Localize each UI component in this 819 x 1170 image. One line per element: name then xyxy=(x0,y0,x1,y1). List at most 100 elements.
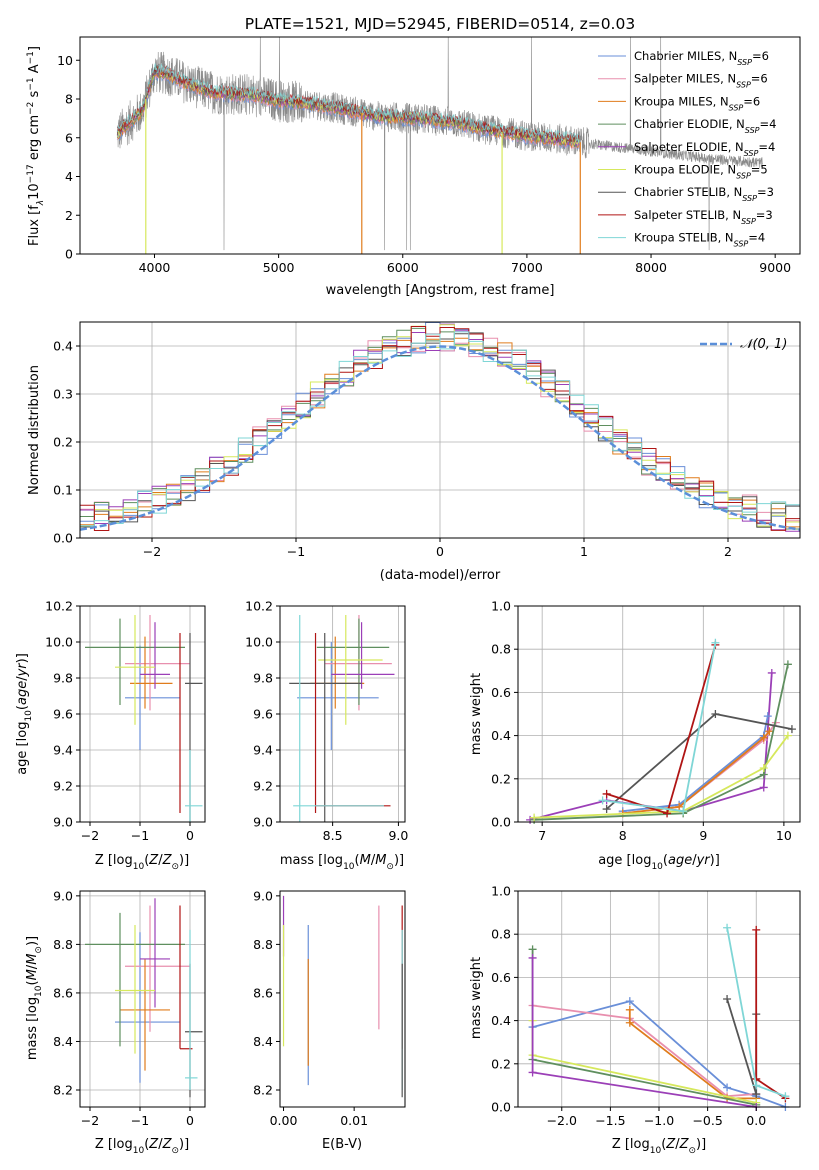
spectrum-ylabel-part: −1 xyxy=(26,51,36,64)
weight-vs-metallicity-plot-area xyxy=(528,923,790,1111)
legend-label-suffix: =6 xyxy=(743,94,760,108)
x-tick-label: −1.5 xyxy=(595,1113,625,1128)
series-line-chabrier_elodie xyxy=(534,664,789,821)
y-tick-label: 9.8 xyxy=(253,671,273,686)
series-line-salpeter_stelib xyxy=(755,929,786,1100)
spectrum-ylabel-part: A xyxy=(27,64,42,77)
y-tick-label: 8.2 xyxy=(53,1083,73,1098)
x-tick-label: 10 xyxy=(776,828,792,843)
series-marker-salpeter_stelib xyxy=(752,925,761,934)
y-tick-label: 9.4 xyxy=(253,743,273,758)
y-tick-label: 0.0 xyxy=(491,815,511,830)
x-tick-label: 8000 xyxy=(635,260,667,275)
age-vs-mass-panel: 8.5 9.0 9.0 9.2 9.4 9.6 9.8 10.0 10.2 mass [log1… xyxy=(245,599,408,873)
x-tick-label: 0 xyxy=(436,544,444,559)
weight-vs-metallicity-ylabel: mass weight xyxy=(469,957,484,1039)
legend-label: Chabrier MILES, NSSP=6 xyxy=(634,49,769,67)
spectrum-legend: Chabrier MILES, NSSP=6 Salpeter MILES, NS… xyxy=(598,49,776,248)
legend-label: Kroupa MILES, NSSP=6 xyxy=(634,94,760,112)
residuals-plot-area xyxy=(79,322,801,532)
age-vs-metallicity-xlabel: Z [log10(Z/Z⊙)] xyxy=(95,853,189,872)
legend-label-name: Kroupa ELODIE, N xyxy=(634,163,736,177)
x-tick-label: −1 xyxy=(131,1113,149,1128)
age-vs-mass-plot-area xyxy=(289,615,395,822)
y-tick-label: 10.2 xyxy=(45,599,73,614)
spectrum-ylabel-part: erg cm xyxy=(27,115,42,164)
spectrum-ylabel-part: −1 xyxy=(26,77,36,90)
legend-label-suffix: =6 xyxy=(751,72,768,86)
series-marker-salpeter_stelib xyxy=(602,789,611,798)
spectrum-title: PLATE=1521, MJD=52945, FIBERID=0514, z=0… xyxy=(245,15,635,33)
x-tick-label: −2 xyxy=(143,544,161,559)
legend-label-suffix: =3 xyxy=(757,185,774,199)
series-line-salpeter_miles xyxy=(622,722,777,815)
mass-vs-metallicity-panel: −2 −1 0 8.2 8.4 8.6 8.8 9.0 Z [log10(Z/Z⊙)] mas… xyxy=(25,888,206,1156)
series-marker-kroupa_stelib xyxy=(598,796,607,805)
spectrum-ylabel-part: λ xyxy=(36,200,46,206)
age-vs-metallicity-plot-area xyxy=(85,615,203,822)
residuals-grid xyxy=(80,322,800,539)
legend-label: Salpeter MILES, NSSP=6 xyxy=(634,72,768,90)
legend-label-suffix: =6 xyxy=(752,49,769,63)
series-line-kroupa_miles xyxy=(622,730,771,815)
series-marker-chabrier_elodie xyxy=(783,660,792,669)
weight-vs-age-ylabel: mass weight xyxy=(469,673,484,755)
y-tick-label: 9.0 xyxy=(253,888,273,903)
x-tick-label: −2.0 xyxy=(547,1113,577,1128)
spectrum-xlabel: wavelength [Angstrom, rest frame] xyxy=(326,283,555,298)
y-tick-label: 10.2 xyxy=(245,599,273,614)
histogram-salpeter_stelib xyxy=(80,326,800,531)
x-tick-label: 8 xyxy=(619,828,627,843)
y-tick-label: 8.8 xyxy=(53,937,73,952)
spectrum-ylabel-part: 10 xyxy=(27,183,42,200)
x-tick-label: 1 xyxy=(580,544,588,559)
legend-label-suffix: =3 xyxy=(756,208,773,222)
series-marker-chabrier_stelib xyxy=(711,710,720,718)
weight-vs-metallicity-panel: −2.0 −1.5 −1.0 −0.5 0.0 0.0 0.2 0.4 0.6 0.8 1.0 Z … xyxy=(469,884,801,1156)
y-tick-label: 0.4 xyxy=(491,728,511,743)
series-marker-chabrier_elodie xyxy=(528,945,537,954)
x-tick-label: −2 xyxy=(81,828,99,843)
age-vs-metallicity-ylabel: age [log10(age/yr)] xyxy=(15,653,34,775)
y-tick-label: 8.6 xyxy=(53,985,73,1000)
mass-vs-metallicity-plot-area xyxy=(85,898,203,1098)
series-marker-chabrier_stelib xyxy=(787,725,796,734)
x-tick-label: −2 xyxy=(81,1113,99,1128)
y-tick-label: 0.8 xyxy=(491,927,511,942)
y-tick-label: 0.6 xyxy=(491,970,511,985)
y-tick-label: 9.0 xyxy=(53,888,73,903)
legend-label-sub: SSP xyxy=(741,216,756,225)
legend-label-sub: SSP xyxy=(729,103,744,112)
weight-vs-age-xlabel: age [log10(age/yr)] xyxy=(598,853,720,872)
legend-label-sub: SSP xyxy=(736,171,751,180)
series-marker-chabrier_stelib xyxy=(723,995,732,1003)
legend-label: Kroupa ELODIE, NSSP=5 xyxy=(634,163,768,181)
legend-label-name: Chabrier ELODIE, N xyxy=(634,117,745,131)
x-tick-label: 0.00 xyxy=(270,1113,298,1128)
mass-vs-extinction-plot-area xyxy=(282,895,403,1098)
x-tick-label: 0 xyxy=(186,828,194,843)
age-vs-metallicity-grid xyxy=(80,605,205,823)
weight-vs-metallicity-xlabel: Z [log10(Z/Z⊙)] xyxy=(612,1137,706,1156)
y-tick-label: 9.4 xyxy=(53,743,73,758)
spectrum-ylabel-part: Flux [f xyxy=(27,205,42,246)
y-tick-label: 4 xyxy=(65,169,73,184)
y-tick-label: 9.8 xyxy=(53,671,73,686)
x-tick-label: 7 xyxy=(538,828,546,843)
mass-vs-metallicity-ticks: −2 −1 0 8.2 8.4 8.6 8.8 9.0 xyxy=(53,888,194,1128)
legend-label-sub: SSP xyxy=(734,239,749,248)
series-marker-salpeter_elodie xyxy=(767,668,776,677)
age-vs-mass-ticks: 8.5 9.0 9.0 9.2 9.4 9.6 9.8 10.0 10.2 xyxy=(245,599,408,844)
series-marker-salpeter_elodie xyxy=(528,1068,537,1077)
y-tick-label: 0.2 xyxy=(53,435,73,450)
y-tick-label: 0.0 xyxy=(53,531,73,546)
x-tick-label: −1 xyxy=(131,828,149,843)
age-vs-mass-grid xyxy=(280,605,405,823)
weight-vs-age-frame xyxy=(517,605,801,823)
legend-label-sub: SSP xyxy=(737,58,752,67)
series-line-salpeter_miles xyxy=(532,1004,757,1098)
y-tick-label: 8.4 xyxy=(253,1034,273,1049)
y-tick-label: 8.8 xyxy=(253,937,273,952)
series-marker-chabrier_stelib xyxy=(752,1090,761,1099)
y-tick-label: 10.0 xyxy=(45,635,73,650)
